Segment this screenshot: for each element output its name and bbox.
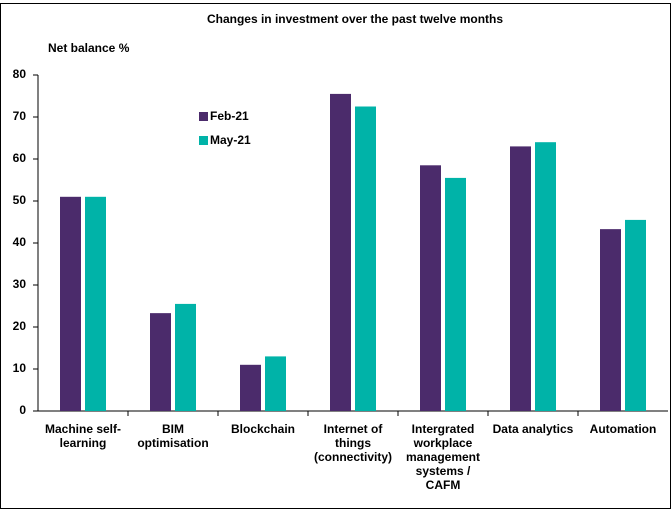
x-tick-label: Intergrated workplace management systems…	[405, 422, 481, 492]
y-tick-label: 60	[13, 151, 27, 165]
bar	[445, 177, 466, 411]
x-tick-label: Data analytics	[492, 422, 574, 436]
bar	[175, 303, 196, 411]
y-tick-label: 30	[13, 277, 27, 291]
bar	[85, 196, 106, 411]
bar	[420, 165, 441, 411]
frame	[0, 3, 671, 509]
x-tick-label: BIM optimisation	[137, 422, 209, 450]
bar	[265, 356, 286, 411]
bar	[535, 142, 556, 411]
x-tick-label: Blockchain	[230, 422, 296, 436]
chart-title: Changes in investment over the past twel…	[207, 12, 503, 26]
legend-swatch	[199, 136, 208, 145]
x-tick-label: Automation	[589, 422, 657, 436]
y-tick-label: 20	[13, 319, 27, 333]
y-axis-label: Net balance %	[48, 41, 130, 55]
y-tick-label: 80	[13, 67, 27, 81]
y-tick-label: 70	[13, 109, 27, 123]
y-tick-label: 40	[13, 235, 27, 249]
y-tick-label: 0	[19, 403, 26, 417]
bar	[150, 313, 171, 411]
bar	[600, 229, 621, 411]
legend-label: Feb-21	[210, 109, 249, 123]
legend-label: May-21	[210, 133, 251, 147]
legend-swatch	[199, 112, 208, 121]
x-tick-label: Machine self-learning	[44, 422, 122, 450]
x-tick-label: Internet of things (connectivity)	[313, 422, 392, 464]
bar	[330, 93, 351, 412]
y-tick-label: 10	[13, 361, 27, 375]
bar	[60, 196, 81, 411]
bar	[355, 106, 376, 411]
bar	[510, 146, 531, 411]
bar	[625, 219, 646, 411]
y-tick-label: 50	[13, 193, 27, 207]
bar	[240, 364, 261, 411]
